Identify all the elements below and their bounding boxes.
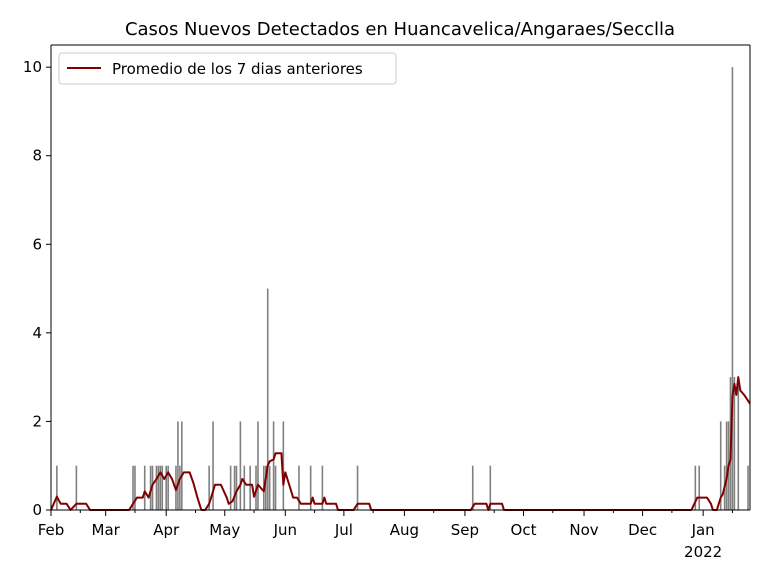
x-tick-label: Oct xyxy=(511,521,537,539)
x-tick-label: Aug xyxy=(390,521,419,539)
bar xyxy=(737,377,740,510)
x-tick-label: Jun xyxy=(273,521,297,539)
bar xyxy=(309,465,312,510)
bar xyxy=(161,465,164,510)
bar xyxy=(268,465,271,510)
bar xyxy=(272,421,275,510)
bar xyxy=(264,465,267,510)
bar xyxy=(266,288,269,510)
x-tick-label: Nov xyxy=(569,521,598,539)
legend-frame xyxy=(58,52,397,85)
bar xyxy=(747,465,749,510)
legend-label: Promedio de los 7 dias anteriores xyxy=(112,60,363,78)
bar xyxy=(257,421,259,510)
y-tick-label: 8 xyxy=(32,147,42,165)
bar xyxy=(143,465,146,510)
bar xyxy=(179,465,181,510)
y-tick-label: 2 xyxy=(32,412,42,430)
bar xyxy=(167,465,169,510)
bar xyxy=(75,465,78,510)
bar xyxy=(733,377,736,510)
bar xyxy=(698,465,701,510)
bar xyxy=(233,465,236,510)
bar xyxy=(155,465,158,510)
bar xyxy=(274,465,277,510)
chart-title: Casos Nuevos Detectados en Huancavelica/… xyxy=(125,19,675,40)
axes-layer: 0 2 4 6 8 10 Feb Mar Apr May Jun Jul Aug Sep Oct Nov Dec… xyxy=(23,44,751,561)
bar xyxy=(165,465,167,510)
y-tick-label: 4 xyxy=(32,324,42,342)
bar xyxy=(298,465,300,510)
x-year-label: 2022 xyxy=(684,543,722,561)
bar xyxy=(134,465,136,510)
bar xyxy=(471,465,474,510)
bar xyxy=(249,465,251,510)
bar xyxy=(243,465,246,510)
bar xyxy=(321,465,324,510)
bar xyxy=(212,421,214,510)
x-tick-label: May xyxy=(209,521,240,539)
bar xyxy=(132,465,134,510)
series-line-rolling-average xyxy=(50,376,751,511)
bars-layer xyxy=(56,67,749,510)
legend: Promedio de los 7 dias anteriores xyxy=(58,52,397,85)
bar xyxy=(239,421,242,510)
x-tick-label: Dec xyxy=(628,521,657,539)
bar xyxy=(725,421,728,510)
bar xyxy=(282,421,285,510)
bar xyxy=(731,67,734,510)
bar xyxy=(208,465,210,510)
x-tick-label: Jan xyxy=(691,521,715,539)
y-tick-label: 6 xyxy=(32,235,42,253)
line-layer xyxy=(50,376,751,511)
bar xyxy=(181,421,183,510)
bar xyxy=(229,465,232,510)
x-tick-label: Apr xyxy=(153,521,180,539)
bar xyxy=(177,421,179,510)
bar xyxy=(235,465,238,510)
x-tick-label: Sep xyxy=(451,521,479,539)
bar xyxy=(356,465,359,510)
bar xyxy=(157,465,160,510)
bar xyxy=(719,421,722,510)
y-tick-label: 10 xyxy=(23,58,42,76)
y-tick-label: 0 xyxy=(32,501,42,519)
x-tick-label: Jul xyxy=(334,521,353,539)
bar xyxy=(56,465,58,510)
bar xyxy=(694,465,697,510)
bar xyxy=(489,465,492,510)
x-tick-label: Mar xyxy=(92,521,121,539)
x-tick-label: Feb xyxy=(38,521,65,539)
bar xyxy=(159,465,162,510)
